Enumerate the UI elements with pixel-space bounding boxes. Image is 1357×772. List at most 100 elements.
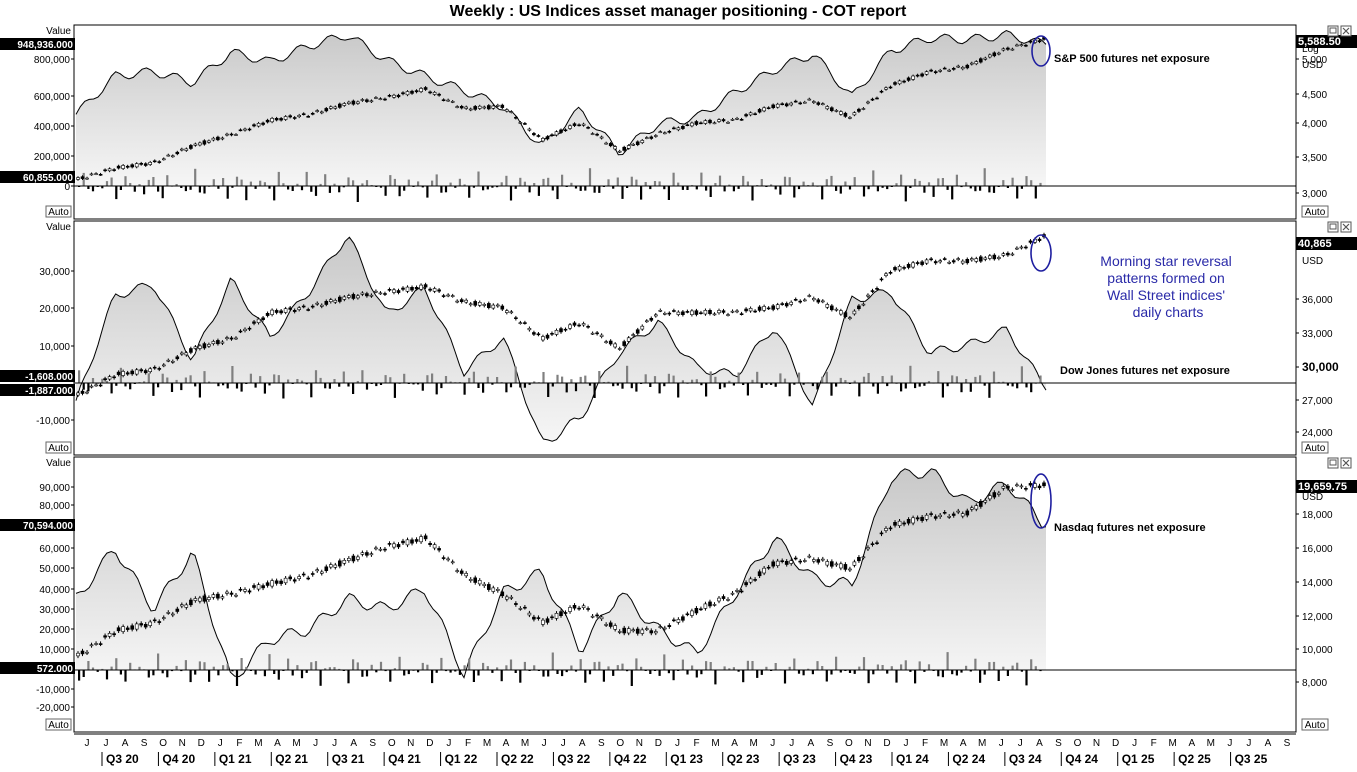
candle-body bbox=[297, 307, 302, 310]
change-bar bbox=[793, 383, 796, 385]
change-bar bbox=[700, 172, 703, 186]
change-bar bbox=[797, 186, 801, 190]
candle-body bbox=[532, 616, 536, 620]
change-bar bbox=[296, 379, 299, 383]
change-bar bbox=[941, 670, 944, 678]
candle-body bbox=[216, 136, 220, 141]
change-bar bbox=[988, 186, 991, 193]
month-label: J bbox=[1132, 738, 1137, 749]
candle-body bbox=[125, 627, 130, 630]
change-bar bbox=[1016, 186, 1019, 199]
restore-icon-box[interactable] bbox=[1327, 457, 1339, 469]
left-tick-label: 800,000 bbox=[34, 55, 71, 66]
candle-body bbox=[162, 617, 166, 619]
candle-body bbox=[653, 631, 658, 634]
change-bar bbox=[119, 670, 122, 675]
month-label: O bbox=[616, 738, 624, 749]
candle-body bbox=[626, 628, 631, 634]
candle-body bbox=[446, 558, 450, 561]
auto-scale-button-right[interactable] bbox=[1301, 441, 1329, 454]
quarter-label: Q2 22 bbox=[501, 752, 534, 766]
month-label: M bbox=[1169, 738, 1177, 749]
candle-body bbox=[162, 158, 166, 161]
change-bar bbox=[742, 383, 745, 385]
close-icon[interactable] bbox=[1340, 457, 1352, 469]
candle-body bbox=[992, 492, 997, 498]
restore-icon[interactable] bbox=[1327, 221, 1339, 233]
candle-body bbox=[414, 90, 419, 93]
close-icon[interactable] bbox=[1340, 25, 1352, 37]
candle-body bbox=[112, 633, 116, 636]
candle-body bbox=[811, 559, 816, 562]
candle-body bbox=[1037, 238, 1042, 241]
change-bar bbox=[305, 383, 308, 385]
candle-body bbox=[365, 293, 369, 297]
quarter-label: Q1 21 bbox=[219, 752, 252, 766]
change-bar bbox=[505, 175, 508, 186]
candle-body bbox=[554, 131, 559, 136]
candle-body bbox=[423, 535, 428, 540]
candle-body bbox=[171, 155, 175, 158]
candle-body bbox=[514, 317, 518, 320]
restore-icon-inner[interactable] bbox=[1329, 27, 1337, 34]
restore-icon[interactable] bbox=[1327, 25, 1339, 37]
change-bar bbox=[886, 670, 889, 674]
change-bar bbox=[760, 670, 763, 675]
change-bar bbox=[384, 670, 387, 672]
candle-body bbox=[523, 123, 527, 125]
restore-icon-box[interactable] bbox=[1327, 221, 1339, 233]
close-icon[interactable] bbox=[1340, 221, 1352, 233]
month-label: O bbox=[388, 738, 396, 749]
change-bar bbox=[1002, 666, 1005, 670]
candle-body bbox=[992, 254, 997, 260]
left-tick-label: 600,000 bbox=[34, 92, 71, 103]
quarter-label: Q4 24 bbox=[1065, 752, 1098, 766]
candle-body bbox=[171, 360, 175, 363]
candle-body bbox=[152, 366, 157, 369]
restore-icon[interactable] bbox=[1327, 457, 1339, 469]
close-icon-x[interactable] bbox=[1342, 223, 1350, 231]
restore-icon-inner[interactable] bbox=[1329, 459, 1337, 466]
candle-body bbox=[852, 112, 857, 116]
close-icon-x[interactable] bbox=[1342, 27, 1350, 35]
candle-body bbox=[825, 106, 830, 110]
close-icon-x[interactable] bbox=[1342, 459, 1350, 467]
candle-body bbox=[130, 625, 134, 630]
candle-body bbox=[495, 588, 500, 591]
change-bar bbox=[992, 186, 996, 193]
change-bar bbox=[105, 381, 109, 383]
candle-body bbox=[1010, 253, 1015, 256]
restore-icon-box[interactable] bbox=[1327, 25, 1339, 37]
candle-body bbox=[969, 62, 974, 65]
auto-scale-button-right[interactable] bbox=[1301, 205, 1329, 218]
candle-body bbox=[559, 129, 563, 133]
change-bar bbox=[1034, 186, 1037, 199]
candle-body bbox=[956, 258, 961, 260]
change-bar bbox=[115, 658, 118, 670]
change-bar bbox=[825, 670, 828, 682]
month-label: F bbox=[693, 738, 699, 749]
change-bar bbox=[997, 670, 1000, 681]
change-bar bbox=[324, 174, 327, 186]
change-bar bbox=[482, 186, 485, 191]
candle-body bbox=[947, 69, 952, 72]
change-bar bbox=[672, 172, 675, 186]
change-bar bbox=[974, 376, 977, 383]
candle-body bbox=[839, 563, 843, 569]
candle-body bbox=[247, 128, 252, 131]
auto-scale-button-left[interactable] bbox=[45, 718, 72, 731]
change-bar bbox=[556, 670, 559, 674]
candle-body bbox=[888, 86, 893, 89]
restore-icon-inner[interactable] bbox=[1329, 223, 1337, 230]
candle-body bbox=[523, 322, 527, 324]
change-bar bbox=[900, 664, 903, 670]
change-bar bbox=[965, 379, 968, 383]
auto-scale-button-left[interactable] bbox=[45, 441, 72, 454]
change-bar bbox=[663, 383, 666, 387]
auto-scale-button-left[interactable] bbox=[45, 205, 72, 218]
change-bar bbox=[477, 383, 480, 388]
candle-body bbox=[315, 302, 320, 305]
auto-scale-button-right[interactable] bbox=[1301, 718, 1329, 731]
candle-body bbox=[929, 258, 933, 261]
